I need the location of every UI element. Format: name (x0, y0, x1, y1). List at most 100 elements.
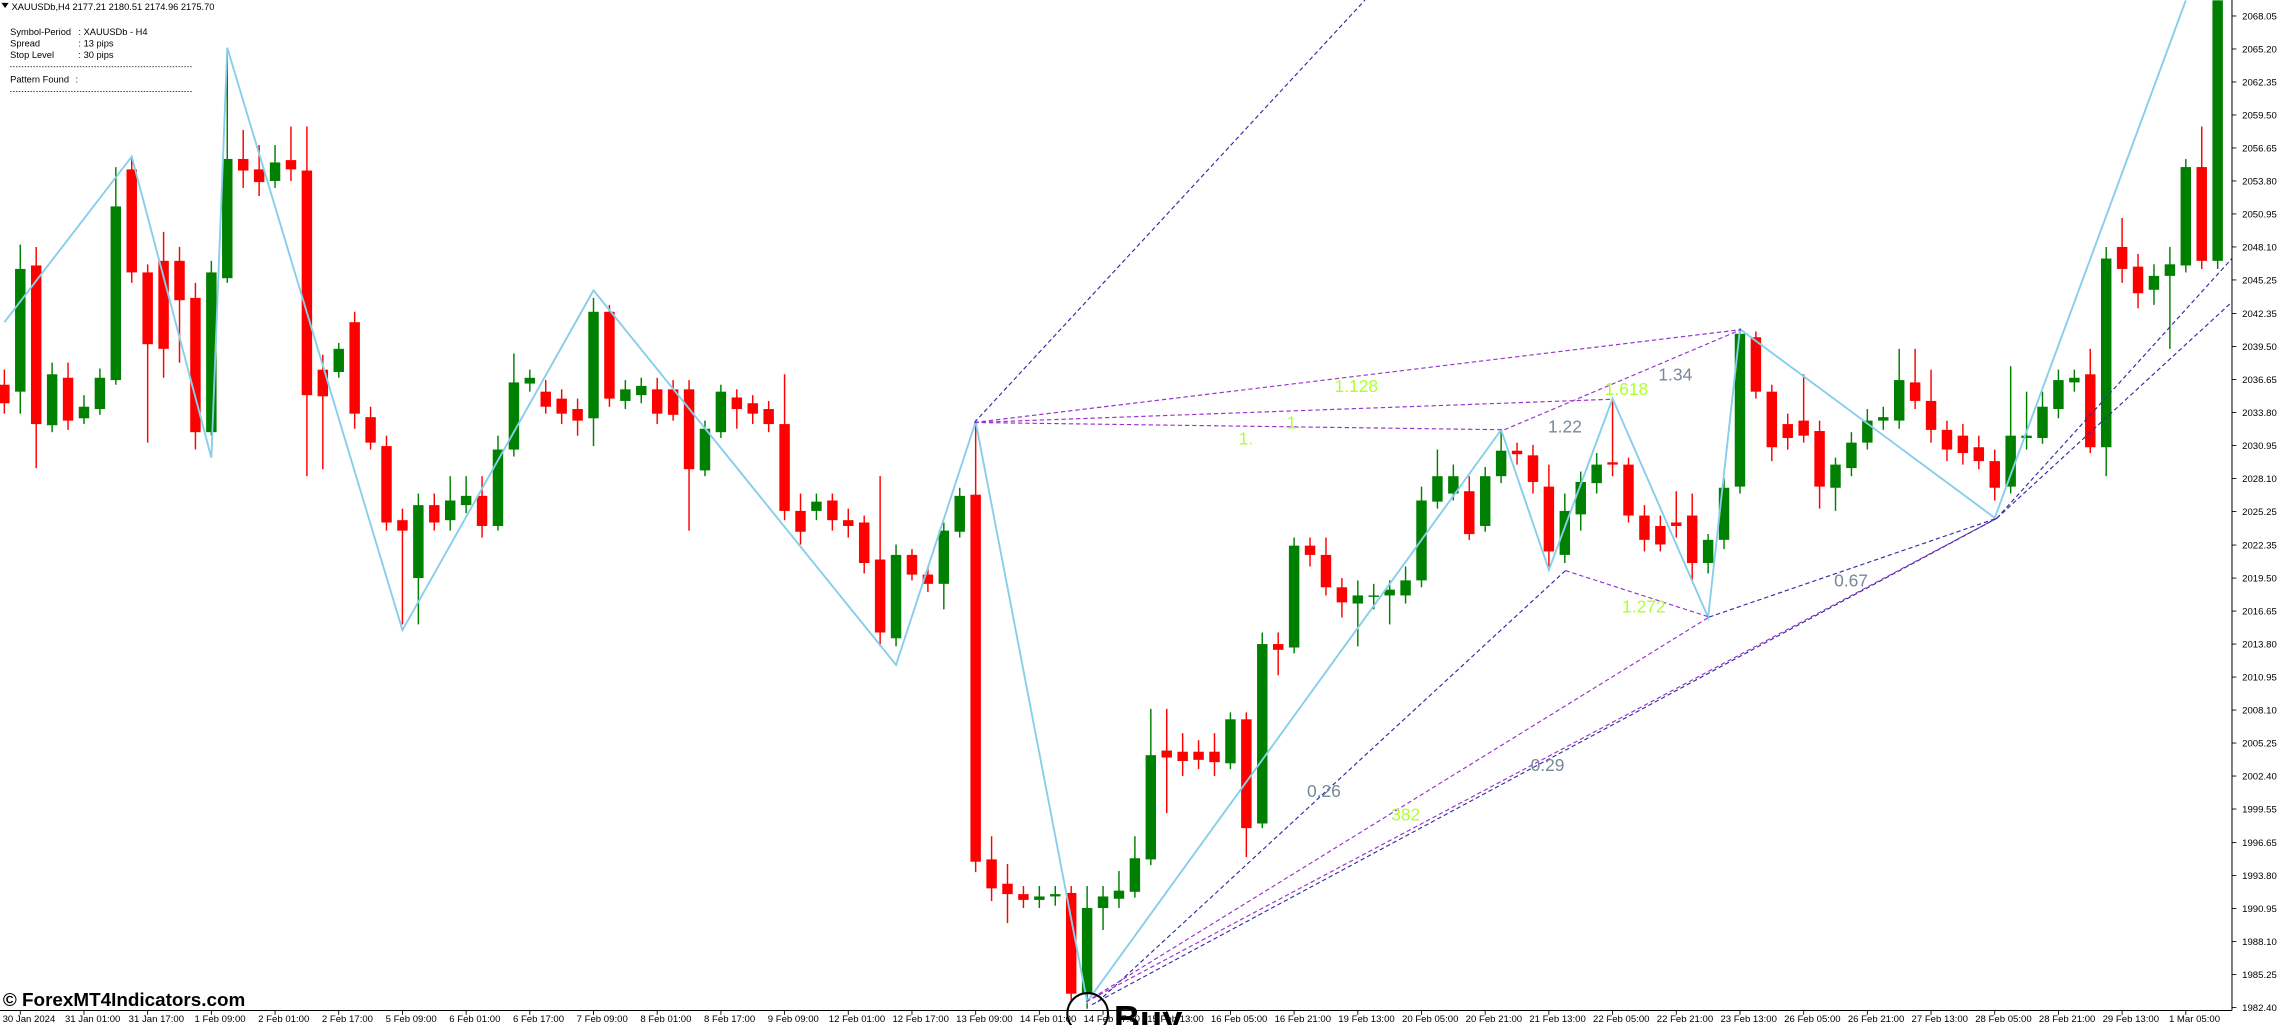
info-panel: Symbol-Period : XAUUSDb - H4 Spread : 13… (10, 27, 194, 92)
candle-body (2053, 380, 2064, 410)
candle-body (1257, 644, 1268, 824)
candle-body (126, 169, 137, 273)
fib-line (973, 0, 1366, 423)
candle-body (1320, 554, 1332, 588)
candle-body (715, 391, 727, 433)
x-tick-label: 2 Feb 17:00 (322, 1014, 373, 1025)
x-tick-label: 31 Jan 17:00 (129, 1014, 184, 1025)
candle-body (1034, 896, 1045, 900)
fib-label: 1.22 (1548, 417, 1582, 437)
candle-body (174, 260, 185, 301)
candle-body (1878, 417, 1889, 421)
candle-body (381, 446, 392, 523)
x-tick-label: 12 Feb 17:00 (892, 1014, 948, 1025)
candle-body (731, 397, 743, 410)
candle-body (906, 554, 918, 575)
y-tick-label: 2039.50 (2242, 342, 2277, 353)
candle-body (763, 409, 774, 425)
y-tick-label: 2005.25 (2242, 738, 2277, 749)
chart-header: XAUUSDb,H4 2177.21 2180.51 2174.96 2175.… (12, 2, 215, 12)
candle-body (2148, 275, 2160, 290)
candle-body (365, 417, 376, 443)
candle-body (476, 495, 488, 526)
x-tick-label: 19 Feb 13:00 (1338, 1014, 1394, 1025)
y-tick-label: 2019.50 (2242, 573, 2277, 584)
candle-body (540, 391, 551, 407)
info-value: : 13 pips (78, 38, 113, 48)
fib-line (974, 398, 1612, 424)
candle-body (2021, 435, 2032, 438)
candle-body (1862, 420, 1873, 443)
candle-body (1830, 464, 1841, 488)
candle-body (1193, 751, 1204, 760)
candle-body (1368, 595, 1379, 597)
x-tick-label: 15 Feb 13:00 (1147, 1014, 1203, 1025)
x-tick-label: 30 Jan 2024 (3, 1014, 56, 1025)
x-tick-label: 20 Feb 05:00 (1402, 1014, 1458, 1025)
x-tick-label: 14 Feb 17:00 (1084, 1014, 1140, 1025)
fib-label: 1.128 (1335, 376, 1379, 396)
x-tick-label: 1 Mar 05:00 (2169, 1014, 2220, 1025)
candle-body (779, 424, 790, 511)
y-tick-label: 2056.65 (2242, 143, 2277, 154)
y-tick-label: 2042.35 (2242, 309, 2277, 320)
candle-body (1464, 491, 1475, 535)
y-tick-label: 2030.95 (2242, 441, 2277, 452)
candle-body (1495, 450, 1507, 477)
candle-body (1097, 896, 1109, 909)
candle-body (1734, 333, 1746, 487)
candle-body (1973, 447, 1985, 462)
y-tick-label: 2065.20 (2242, 44, 2277, 55)
candle-body (1671, 522, 1682, 526)
info-label: Spread (10, 38, 40, 48)
x-tick-label: 6 Feb 17:00 (513, 1014, 564, 1025)
y-tick-label: 1988.10 (2242, 937, 2277, 948)
y-tick-label: 2050.95 (2242, 209, 2277, 220)
y-tick-label: 2068.05 (2242, 11, 2277, 22)
candle-body (667, 389, 679, 415)
candle-body (811, 501, 822, 511)
candle-body (2100, 258, 2112, 448)
y-tick-label: 2062.35 (2242, 77, 2277, 88)
candle-body (1288, 545, 1300, 648)
candle-body (827, 500, 838, 521)
candle-body (1607, 462, 1618, 465)
candle-body (1400, 580, 1411, 596)
candle-body (190, 297, 201, 433)
candle-body (222, 158, 233, 279)
candle-body (285, 160, 297, 170)
candle-body (1018, 894, 1029, 900)
candle-body (301, 170, 313, 396)
candle-body (1177, 751, 1188, 761)
candle-body (699, 428, 711, 471)
candle-body (1575, 481, 1586, 515)
candle-body (1941, 429, 1953, 450)
candle-body (1225, 719, 1236, 764)
fib-line (1085, 517, 1998, 1003)
candle-body (2180, 167, 2192, 266)
candle-body (588, 311, 599, 419)
fib-line (974, 421, 1505, 431)
candle-body (1655, 525, 1666, 545)
y-tick-label: 2013.80 (2242, 639, 2277, 650)
candle-body (1925, 400, 1937, 430)
info-value: : 30 pips (78, 50, 113, 60)
candle-body (1798, 420, 1809, 436)
candle-body (397, 520, 408, 531)
signal-circle (1066, 992, 1110, 1025)
candle-body (1304, 545, 1316, 555)
candle-body (2196, 167, 2207, 261)
y-tick-label: 2016.65 (2242, 606, 2277, 617)
y-tick-label: 2053.80 (2242, 176, 2277, 187)
info-label: Stop Level (10, 50, 54, 60)
candle-body (333, 348, 344, 372)
x-tick-label: 26 Feb 21:00 (1848, 1014, 1904, 1025)
fib-line (1996, 301, 2232, 519)
candle-body (158, 260, 169, 349)
fib-label: 0.29 (1531, 755, 1565, 775)
y-tick-label: 2022.35 (2242, 540, 2277, 551)
candle-body (1352, 595, 1364, 604)
candle-body (2132, 266, 2144, 294)
x-tick-label: 14 Feb 01:00 (1020, 1014, 1076, 1025)
